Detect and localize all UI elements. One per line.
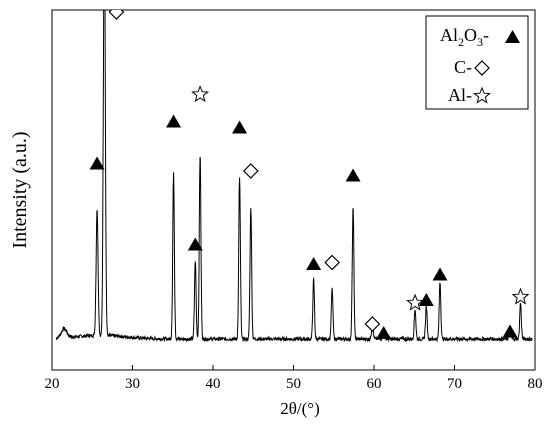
marker-al2o3-triangle-icon <box>232 120 248 134</box>
marker-al2o3-triangle-icon <box>432 267 448 281</box>
marker-al2o3-triangle-icon <box>376 326 392 339</box>
marker-al-star-icon <box>511 287 530 305</box>
marker-al2o3-triangle-icon <box>166 114 182 128</box>
x-tick-label-30: 30 <box>125 376 140 392</box>
x-tick-label-40: 40 <box>206 376 221 392</box>
legend-open-star-icon <box>473 86 491 104</box>
legend: Al2O3- C- Al- <box>425 15 529 110</box>
legend-label-c: C- <box>454 57 472 77</box>
legend-entry-c: C- <box>454 57 490 77</box>
marker-c-diamond-icon <box>108 10 125 20</box>
x-axis-label: 2θ/(°) <box>280 399 320 418</box>
phase-markers <box>89 10 530 339</box>
marker-al2o3-triangle-icon <box>502 324 518 338</box>
marker-c-diamond-icon <box>364 316 381 332</box>
marker-al2o3-triangle-icon <box>306 257 322 270</box>
marker-al2o3-triangle-icon <box>187 237 203 251</box>
x-axis-ticks <box>51 365 536 370</box>
x-tick-label-50: 50 <box>286 376 301 392</box>
x-tick-label-20: 20 <box>45 376 60 392</box>
marker-c-diamond-icon <box>242 163 259 179</box>
marker-c-diamond-icon <box>324 254 340 271</box>
marker-al-star-icon <box>406 293 424 311</box>
legend-open-diamond-icon <box>474 60 490 76</box>
x-tick-label-70: 70 <box>447 376 462 392</box>
legend-label-al: Al- <box>448 85 472 105</box>
legend-entry-al: Al- <box>448 85 491 105</box>
marker-al2o3-triangle-icon <box>345 168 361 182</box>
marker-al2o3-triangle-icon <box>89 156 105 170</box>
marker-al2o3-triangle-icon <box>418 293 434 306</box>
x-tick-label-80: 80 <box>528 376 543 392</box>
x-axis-tick-labels: 20 30 40 50 60 70 80 <box>45 376 543 392</box>
x-tick-label-60: 60 <box>367 376 382 392</box>
legend-filled-triangle-icon <box>505 30 520 43</box>
y-axis-label: Intensity (a.u.) <box>9 131 31 248</box>
xrd-pattern-line <box>55 10 533 343</box>
marker-al-star-icon <box>191 85 209 103</box>
